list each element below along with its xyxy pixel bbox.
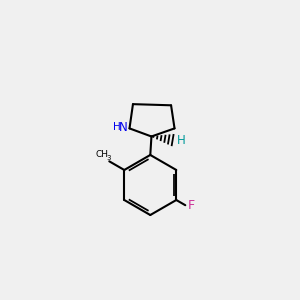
Text: H: H [177,134,186,147]
Text: 3: 3 [106,155,111,161]
Text: CH: CH [95,151,108,160]
Text: N: N [119,121,128,134]
Text: F: F [188,199,195,212]
Text: H: H [113,122,121,132]
